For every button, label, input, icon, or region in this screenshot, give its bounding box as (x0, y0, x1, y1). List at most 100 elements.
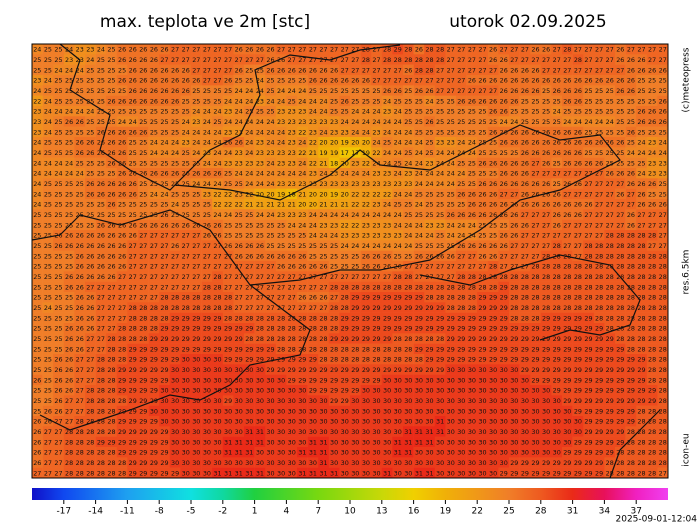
cell-value: 26 (97, 190, 105, 198)
cell-value: 30 (457, 418, 465, 426)
cell-value: 24 (404, 221, 412, 229)
grid-cell (371, 44, 383, 55)
cell-value: 26 (118, 170, 126, 178)
cell-value: 29 (351, 335, 359, 343)
grid-cell (180, 44, 192, 55)
cell-value: 26 (160, 87, 168, 95)
cell-value: 27 (542, 66, 550, 74)
cell-value: 25 (288, 242, 296, 250)
grid-cell (350, 44, 361, 55)
cell-value: 29 (192, 335, 200, 343)
cell-value: 30 (436, 438, 444, 446)
cell-value: 26 (489, 180, 497, 188)
grid-cell (466, 106, 478, 117)
cell-value: 23 (341, 180, 349, 188)
cell-value: 27 (309, 304, 317, 312)
cell-value: 31 (319, 438, 327, 446)
cell-value: 25 (54, 149, 62, 157)
cell-value: 23 (319, 118, 327, 126)
cell-value: 24 (245, 149, 253, 157)
cell-value: 24 (203, 139, 211, 147)
cell-value: 23 (319, 221, 327, 229)
grid-cell (593, 64, 605, 76)
cell-value: 28 (531, 273, 539, 281)
grid-cell (233, 85, 245, 96)
cell-value: 27 (150, 252, 158, 260)
cell-value: 28 (553, 283, 561, 291)
cell-value: 30 (500, 397, 508, 405)
grid-cell (233, 147, 245, 158)
grid-cell (148, 126, 160, 138)
grid-cell (371, 75, 383, 86)
grid-cell (318, 75, 330, 86)
cell-value: 28 (616, 459, 624, 467)
cell-value: 29 (574, 366, 582, 374)
cell-value: 26 (648, 118, 656, 126)
grid-cell (593, 126, 605, 138)
cell-value: 25 (542, 87, 550, 95)
cell-value: 30 (245, 387, 253, 395)
grid-cell (63, 116, 75, 127)
cell-value: 28 (606, 459, 614, 467)
cell-value: 28 (97, 459, 105, 467)
cell-value: 26 (54, 356, 62, 364)
cell-value: 30 (266, 469, 274, 477)
cell-value: 28 (404, 345, 412, 353)
cell-value: 26 (224, 77, 232, 85)
cell-value: 28 (277, 325, 285, 333)
grid-cell (53, 126, 65, 138)
cell-value: 27 (171, 263, 179, 271)
grid-cell (212, 157, 224, 169)
cell-value: 30 (182, 469, 190, 477)
grid-cell (562, 126, 573, 138)
grid-cell (85, 157, 96, 169)
cell-value: 28 (319, 325, 327, 333)
cell-value: 29 (129, 387, 137, 395)
cell-value: 26 (489, 77, 497, 85)
cell-value: 30 (425, 449, 433, 457)
cell-value: 28 (553, 273, 561, 281)
cell-value: 30 (213, 356, 221, 364)
cell-value: 24 (447, 180, 455, 188)
cell-value: 29 (192, 345, 200, 353)
cell-value: 27 (160, 232, 168, 240)
cell-value: 27 (288, 304, 296, 312)
grid-cell (191, 44, 202, 55)
grid-cell (572, 178, 584, 189)
cell-value: 28 (309, 335, 317, 343)
grid-cell (159, 116, 171, 127)
cell-value: 28 (394, 283, 402, 291)
cell-value: 26 (510, 77, 518, 85)
cell-value: 27 (616, 180, 624, 188)
cell-value: 30 (383, 387, 391, 395)
grid-cell (593, 178, 605, 189)
grid-cell (222, 44, 234, 55)
cell-value: 24 (415, 232, 423, 240)
cell-value: 29 (171, 314, 179, 322)
cell-value: 30 (203, 469, 211, 477)
cell-value: 27 (595, 66, 603, 74)
grid-cell (32, 95, 43, 107)
cell-value: 29 (203, 345, 211, 353)
cell-value: 27 (171, 273, 179, 281)
grid-cell (95, 157, 107, 169)
cell-value: 25 (309, 87, 317, 95)
cell-value: 27 (76, 356, 84, 364)
cell-value: 28 (319, 335, 327, 343)
cell-value: 25 (235, 77, 243, 85)
grid-cell (328, 116, 340, 127)
grid-cell (106, 116, 118, 127)
grid-cell (403, 157, 414, 169)
grid-cell (572, 168, 584, 179)
cell-value: 27 (107, 325, 115, 333)
grid-cell (540, 137, 552, 148)
grid-cell (530, 106, 542, 117)
cell-value: 29 (616, 397, 624, 405)
cell-value: 25 (150, 201, 158, 209)
cell-value: 31 (256, 469, 264, 477)
cell-value: 27 (531, 56, 539, 64)
grid-cell (551, 147, 563, 158)
cell-value: 31 (245, 438, 253, 446)
cell-value: 29 (627, 366, 635, 374)
grid-cell (275, 147, 287, 158)
